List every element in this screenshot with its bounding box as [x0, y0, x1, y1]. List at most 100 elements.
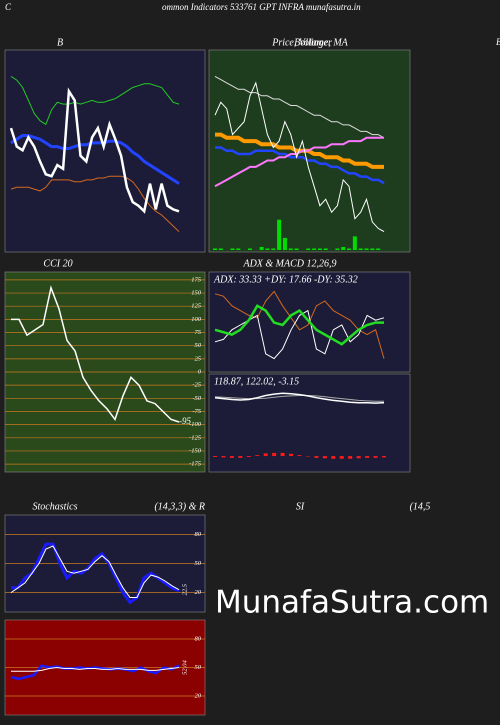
- series-line: [215, 132, 384, 169]
- y-tick-label: -150: [189, 447, 202, 454]
- histogram-bar: [229, 456, 234, 458]
- header-title: ommon Indicators 533761 GPT INFRA munafa…: [162, 2, 361, 12]
- y-tick-label: 50: [195, 560, 202, 567]
- volume-bar: [277, 219, 282, 250]
- histogram-bar: [213, 456, 217, 457]
- series-line: [214, 304, 384, 346]
- volume-bar: [288, 248, 293, 250]
- volume-bar: [236, 248, 241, 250]
- series-line: [11, 666, 180, 672]
- panel-subtitle: ADX: 33.33 +DY: 17.66 -DY: 35.32: [213, 274, 358, 285]
- volume-bar: [317, 248, 322, 250]
- series-line: [214, 395, 384, 402]
- panel-title: CCI 20: [43, 258, 72, 269]
- y-tick-label: 100: [191, 316, 202, 323]
- volume-bar: [265, 248, 270, 250]
- histogram-bar: [255, 455, 260, 457]
- histogram-bar: [238, 456, 243, 458]
- y-tick-label: 50: [195, 342, 202, 349]
- y-tick-label: 50: [195, 664, 202, 671]
- histogram-bar: [348, 456, 353, 459]
- histogram-bar: [280, 452, 285, 457]
- y-tick-label: 0: [198, 368, 202, 375]
- histogram-bar: [331, 456, 336, 459]
- series-line: [215, 146, 385, 185]
- histogram-bar: [289, 453, 294, 457]
- series-line: [11, 542, 180, 605]
- y-tick-label: 20: [195, 692, 202, 699]
- y-tick-label: 80: [195, 635, 202, 642]
- header-left: C: [5, 2, 12, 12]
- volume-bar: [341, 246, 346, 250]
- panel-subtitle: (14,3,3) & R: [154, 501, 205, 512]
- series-line: [214, 309, 385, 360]
- histogram-bar: [382, 456, 386, 458]
- panel: [208, 373, 411, 473]
- header-right: B: [496, 37, 500, 47]
- y-tick-label: -75: [192, 408, 201, 415]
- series-line: [214, 290, 385, 359]
- volume-bar: [259, 246, 264, 250]
- volume-bar: [370, 248, 375, 250]
- y-tick-label: 80: [195, 531, 202, 538]
- series-line: [214, 81, 385, 233]
- histogram-bar: [263, 453, 268, 457]
- y-tick-label: 150: [191, 290, 202, 297]
- series-line: [214, 136, 384, 188]
- end-label: -95: [179, 416, 191, 426]
- volume-bar: [218, 248, 223, 250]
- series-line: [10, 175, 180, 232]
- panel-title: Stochastics: [33, 501, 78, 512]
- series-line: [10, 664, 180, 681]
- watermark: MunafaSutra.com: [215, 585, 489, 621]
- y-tick-label: -175: [189, 461, 202, 468]
- series-line: [10, 545, 180, 598]
- histogram-bar: [356, 456, 361, 459]
- series-line: [11, 285, 180, 423]
- histogram-bar: [339, 456, 344, 459]
- y-tick-label: 175: [191, 276, 202, 283]
- y-tick-label: 75: [195, 329, 202, 336]
- volume-bar: [312, 248, 317, 250]
- series-line: [9, 87, 180, 214]
- panel-subtitle: (14,5: [410, 501, 431, 512]
- y-tick-label: 20: [195, 589, 202, 596]
- histogram-bar: [365, 456, 370, 458]
- histogram-bar: [314, 456, 319, 458]
- panel-title: Price, Volume, MA: [271, 37, 348, 48]
- volume-bar: [358, 248, 363, 250]
- histogram-bar: [246, 456, 251, 457]
- volume-bar: [247, 248, 252, 250]
- volume-bar: [335, 248, 340, 250]
- volume-bar: [306, 248, 311, 250]
- end-label: 22.5: [181, 583, 188, 595]
- volume-bar: [294, 248, 299, 250]
- volume-bar: [352, 236, 357, 250]
- y-tick-label: 125: [191, 303, 202, 310]
- histogram-bar: [221, 456, 226, 458]
- y-tick-label: -25: [192, 382, 201, 389]
- y-tick-label: -125: [189, 434, 202, 441]
- histogram-bar: [272, 452, 277, 457]
- series-line: [10, 134, 180, 185]
- histogram-bar: [297, 455, 302, 457]
- end-label: 52.04: [181, 659, 188, 674]
- series-line: [10, 75, 180, 126]
- volume-bar: [376, 248, 381, 250]
- volume-bar: [347, 248, 352, 250]
- volume-bar: [323, 248, 328, 250]
- volume-bar: [364, 248, 369, 250]
- volume-bar: [213, 248, 217, 250]
- series-line: [214, 392, 385, 404]
- series-line: [214, 75, 385, 139]
- volume-bar: [230, 248, 235, 250]
- volume-bar: [282, 237, 287, 250]
- panel-title: B: [57, 37, 63, 48]
- histogram-bar: [373, 456, 378, 458]
- histogram-bar: [322, 456, 327, 459]
- panel-title: SI: [296, 501, 305, 512]
- y-tick-label: 25: [195, 355, 202, 362]
- panel-title: ADX & MACD 12,26,9: [242, 258, 336, 269]
